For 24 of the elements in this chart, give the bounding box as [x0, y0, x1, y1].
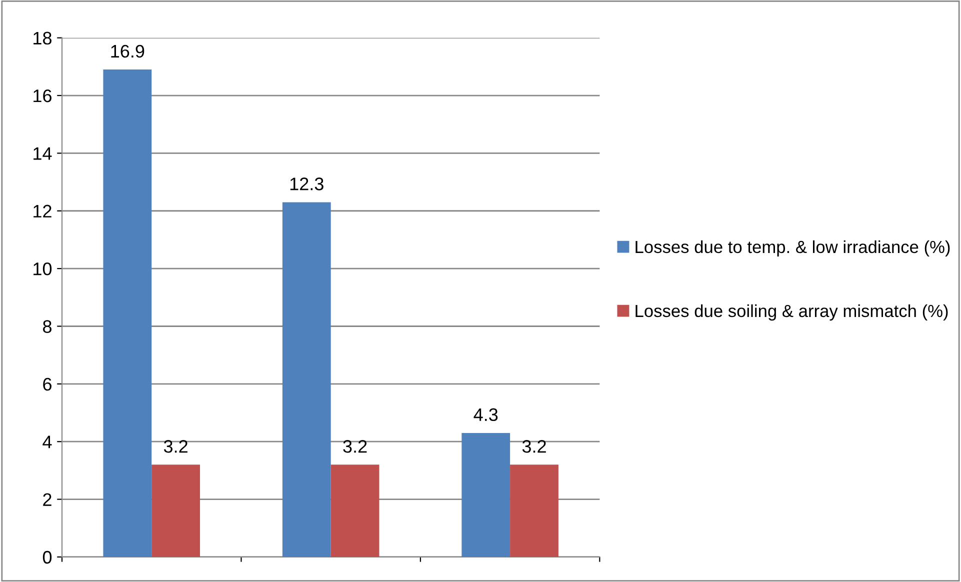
y-tick-label: 10: [34, 262, 52, 276]
y-tick-label: 4: [42, 436, 52, 448]
bar: [510, 464, 558, 557]
legend-label: Losses due to temp. & low irradiance (%): [636, 240, 950, 257]
bar: [462, 432, 510, 557]
y-tick-label: 2: [43, 493, 52, 506]
y-tick-label: 0: [42, 550, 52, 564]
y-tick-label: 8: [43, 320, 52, 333]
data-label: 3.2: [164, 440, 188, 453]
bar: [282, 202, 331, 557]
legend-label: Losses due soiling & array mismatch (%): [636, 304, 948, 321]
y-tick-label: 16: [34, 89, 52, 102]
data-label: 3.2: [343, 440, 367, 453]
y-tick-label: 6: [43, 378, 52, 391]
data-label: 12.3: [290, 178, 324, 190]
bar: [330, 464, 380, 557]
y-tick-label: 14: [34, 147, 52, 160]
data-label: 16.9: [111, 44, 144, 58]
data-label: 3.2: [522, 440, 546, 453]
bar: [152, 464, 200, 557]
y-tick-label: 12: [34, 204, 52, 218]
bar: [103, 70, 152, 557]
data-label: 4.3: [474, 408, 498, 422]
y-tick-label: 18: [34, 32, 52, 45]
